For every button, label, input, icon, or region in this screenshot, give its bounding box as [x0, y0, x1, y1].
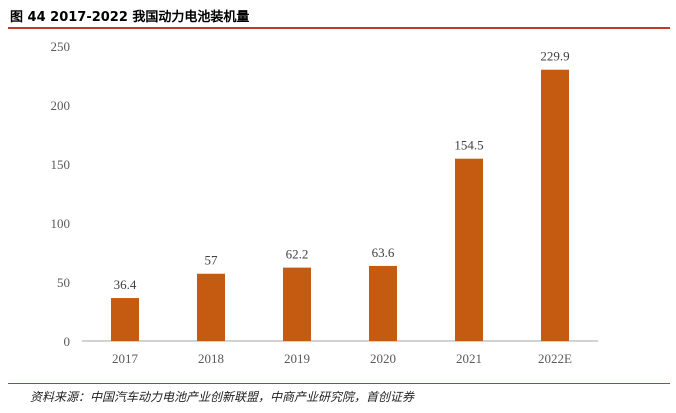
footer-divider: [8, 383, 670, 384]
data-label: 229.9: [540, 49, 569, 64]
data-label: 154.5: [454, 138, 483, 153]
bar: [369, 265, 397, 341]
y-tick-label: 100: [51, 216, 71, 231]
bar: [283, 267, 311, 341]
y-tick-label: 150: [51, 157, 71, 172]
y-tick-label: 250: [51, 39, 71, 54]
bar: [455, 158, 483, 341]
x-tick-label: 2020: [370, 351, 396, 366]
x-tick-label: 2018: [198, 351, 224, 366]
data-label: 62.2: [286, 247, 309, 262]
data-label: 57: [205, 253, 219, 268]
x-tick-label: 2021: [456, 351, 482, 366]
bars-group: 36.4 57 62.2 63.6 154.5 229.9: [111, 49, 570, 341]
data-label: 36.4: [114, 277, 137, 292]
x-tick-label: 2017: [112, 351, 139, 366]
y-tick-label: 200: [51, 98, 71, 113]
bar: [111, 298, 139, 341]
x-axis: 2017 2018 2019 2020 2021 2022E: [112, 351, 572, 366]
y-tick-label: 0: [64, 334, 71, 349]
title-divider: [8, 27, 670, 29]
figure-title: 图 44 2017-2022 我国动力电池装机量: [10, 10, 250, 25]
data-label: 63.6: [372, 245, 395, 260]
x-tick-label: 2019: [284, 351, 310, 366]
bar: [197, 273, 225, 341]
y-tick-label: 50: [57, 275, 70, 290]
source-note: 资料来源：中国汽车动力电池产业创新联盟，中商产业研究院，首创证券: [30, 390, 415, 404]
y-axis: 0 50 100 150 200 250: [51, 39, 71, 349]
x-tick-label: 2022E: [538, 351, 572, 366]
bar: [541, 69, 569, 341]
